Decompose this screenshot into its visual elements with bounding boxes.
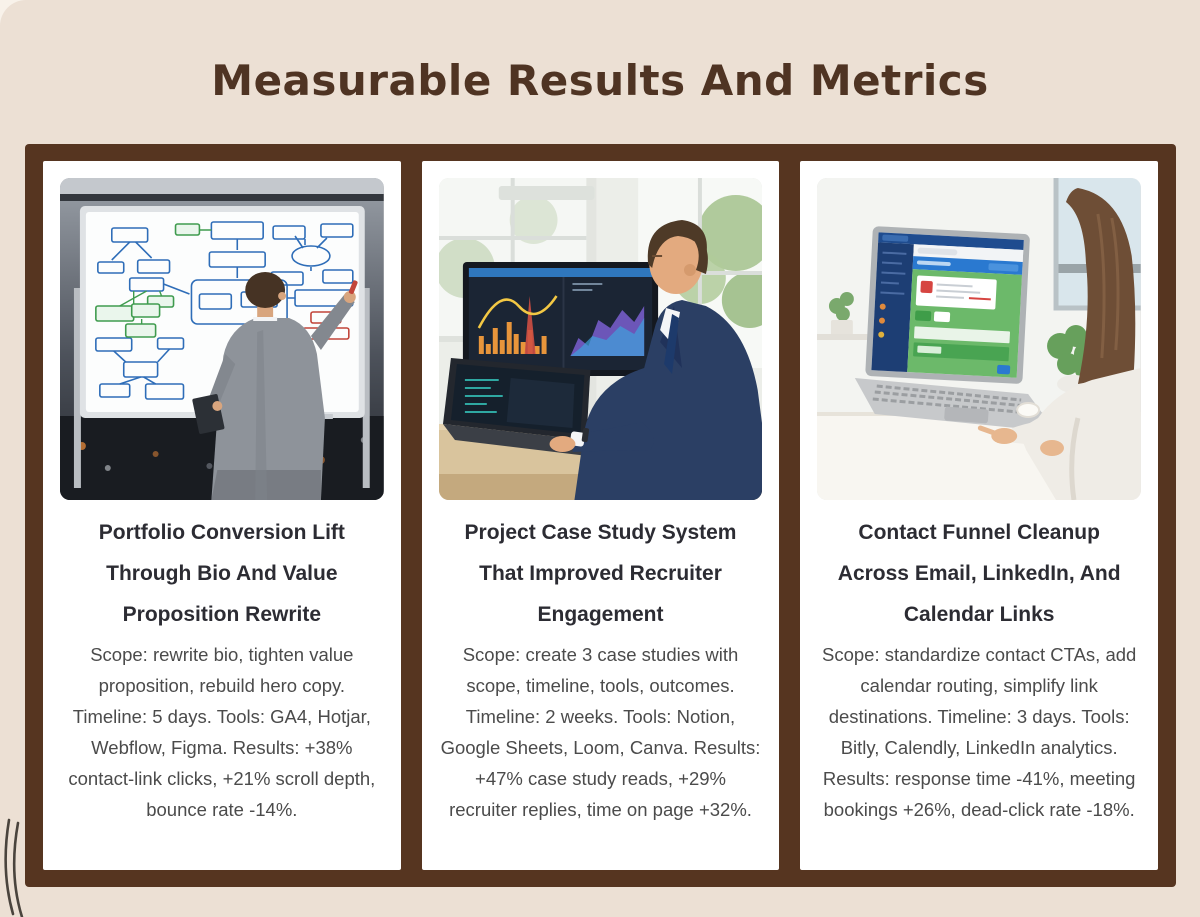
card-title: Project Case Study System That Improved … — [464, 521, 737, 626]
whiteboard-flowchart-photo — [60, 178, 384, 500]
case-study-card-contact: Contact Funnel Cleanup Across Email, Lin… — [800, 161, 1159, 870]
laptop-dashboard-photo — [817, 178, 1142, 500]
page-title: Measurable Results And Metrics — [211, 56, 989, 105]
person-figure — [549, 220, 763, 500]
squiggle-lines-icon — [4, 818, 24, 917]
person-figure — [192, 272, 358, 500]
card-title: Portfolio Conversion Lift Through Bio An… — [98, 521, 345, 626]
card-description: Scope: rewrite bio, tighten value propos… — [68, 644, 376, 820]
case-study-card-recruiter: Project Case Study System That Improved … — [421, 161, 780, 870]
cards-container: Portfolio Conversion Lift Through Bio An… — [25, 144, 1176, 887]
analytics-desk-photo — [438, 178, 763, 500]
card-description: Scope: create 3 case studies with scope,… — [440, 644, 761, 820]
card-description: Scope: standardize contact CTAs, add cal… — [822, 644, 1137, 820]
person-figure — [978, 188, 1142, 500]
case-study-card-portfolio: Portfolio Conversion Lift Through Bio An… — [43, 161, 401, 870]
card-title: Contact Funnel Cleanup Across Email, Lin… — [837, 521, 1121, 626]
